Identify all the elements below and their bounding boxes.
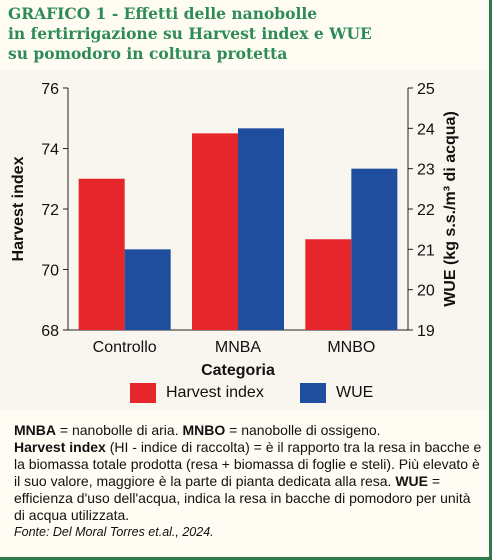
left-axis-title: Harvest index — [10, 156, 27, 261]
note-hi-term: Harvest index — [14, 439, 106, 455]
left-tick-label: 74 — [41, 142, 59, 159]
legend-item-harvest-index: Harvest index — [130, 383, 264, 403]
legend-swatch-harvest-index — [130, 383, 156, 403]
x-axis-title: Categoria — [201, 362, 275, 379]
x-tick-label: MNBA — [215, 339, 262, 356]
legend-item-wue: WUE — [300, 383, 373, 403]
right-tick-label: 20 — [417, 283, 435, 300]
legend-swatch-wue — [300, 383, 326, 403]
title-line-1: GRAFICO 1 - Effetti delle nanobolle — [8, 4, 318, 23]
bar-harvest-index-controllo — [78, 178, 125, 330]
x-tick-label: MNBO — [327, 339, 375, 356]
bar-wue-mnba — [238, 128, 284, 330]
title-line-3: su pomodoro in coltura protetta — [8, 44, 288, 63]
bar-chart: 68 70 72 74 76 19 20 21 22 23 24 25 Controllo MNBA MNB… — [10, 81, 459, 379]
note-hi-definition: (HI - indice di raccolta) = è il rapport… — [14, 439, 482, 489]
title-line-2: in fertirrigazione su Harvest index e WU… — [8, 24, 372, 43]
legend-label-wue: WUE — [336, 384, 374, 401]
left-tick-label: 76 — [41, 81, 59, 98]
bar-harvest-index-mnba — [192, 133, 238, 330]
left-tick-label: 70 — [41, 263, 59, 280]
note-wue-term: WUE — [395, 473, 429, 489]
right-tick-label: 25 — [417, 81, 435, 98]
left-tick-label: 68 — [41, 323, 59, 340]
right-tick-label: 24 — [417, 121, 435, 138]
left-tick-label: 72 — [41, 202, 59, 219]
bar-harvest-index-mnbo — [305, 239, 352, 330]
right-tick-label: 23 — [417, 162, 435, 179]
legend: Harvest index WUE — [0, 383, 489, 409]
note-mnbo-term: MNBO — [182, 422, 226, 438]
right-axis-title: WUE (kg s.s./m³ di acqua) — [442, 111, 459, 307]
note-wue-definition: = efficienza d'uso dell'acqua, indica la… — [14, 473, 471, 523]
note-mnbo-definition: = nanobolle di ossigeno. — [225, 422, 381, 438]
bar-wue-mnbo — [351, 168, 398, 330]
note-mnba-definition: = nanobolle di aria. — [56, 422, 183, 438]
notes-paragraph: MNBA = nanobolle di aria. MNBO = nanobol… — [14, 422, 482, 524]
notes: MNBA = nanobolle di aria. MNBO = nanobol… — [14, 422, 482, 541]
chart-title: GRAFICO 1 - Effetti delle nanobolle in f… — [8, 4, 478, 64]
bar-wue-controllo — [124, 249, 171, 330]
legend-label-harvest-index: Harvest index — [166, 384, 264, 401]
right-tick-label: 19 — [417, 323, 435, 340]
right-tick-label: 21 — [417, 242, 435, 259]
x-tick-label: Controllo — [93, 339, 157, 356]
note-mnba-term: MNBA — [14, 422, 56, 438]
source-note: Fonte: Del Moral Torres et.al., 2024. — [14, 525, 214, 539]
right-tick-label: 22 — [417, 202, 435, 219]
